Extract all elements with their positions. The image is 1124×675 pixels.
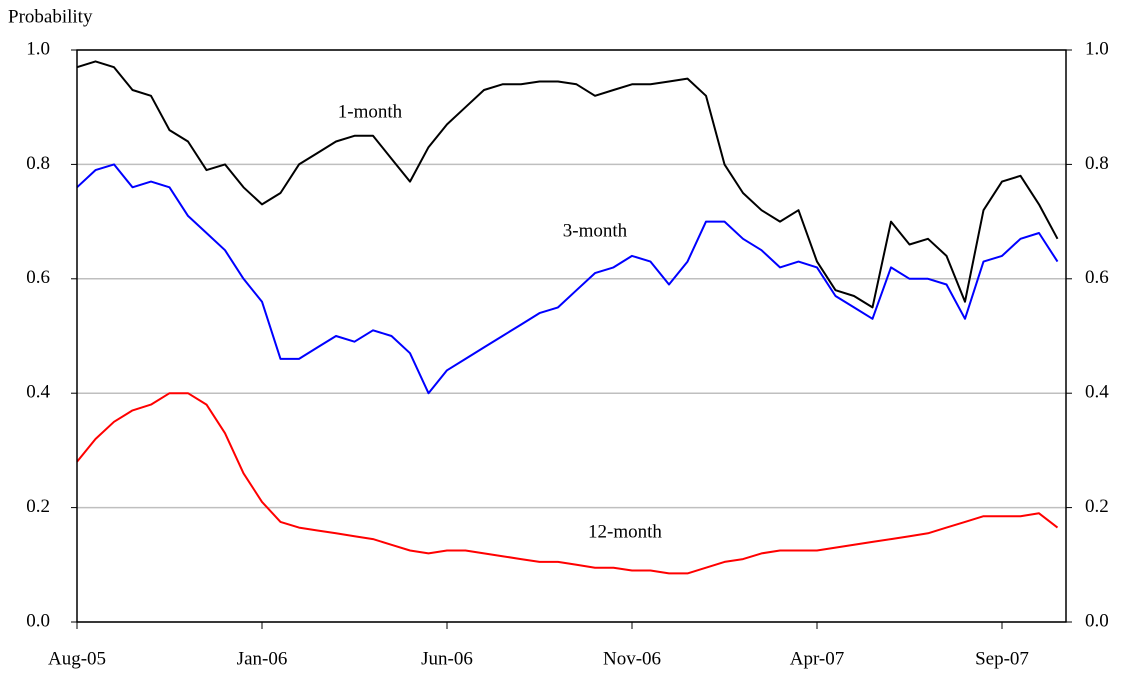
x-tick-label: Sep-07 bbox=[975, 648, 1029, 669]
y-tick-label: 0.2 bbox=[26, 496, 50, 517]
x-tick-label: Jun-06 bbox=[421, 648, 473, 669]
data-line bbox=[76, 392, 1059, 575]
data-line bbox=[76, 163, 1059, 395]
x-tick-label: Apr-07 bbox=[790, 648, 845, 669]
x-tick-label: Nov-06 bbox=[603, 648, 661, 669]
annotation: 3-month bbox=[563, 220, 628, 241]
data-line bbox=[76, 60, 1059, 309]
y2-tick-label: 0.6 bbox=[1085, 267, 1109, 288]
y-tick-label: 1.0 bbox=[26, 38, 50, 59]
y2-tick-label: 0.4 bbox=[1085, 382, 1109, 403]
y2-tick-label: 0.2 bbox=[1085, 496, 1109, 517]
x-tick-label: Jan-06 bbox=[237, 648, 288, 669]
annotation: 12-month bbox=[588, 521, 662, 542]
annotation: 1-month bbox=[338, 101, 403, 122]
y-tick-label: 0.8 bbox=[26, 153, 50, 174]
plot-frame bbox=[76, 49, 1067, 623]
x-tick-label: Aug-05 bbox=[48, 648, 106, 669]
y2-tick-label: 1.0 bbox=[1085, 38, 1109, 59]
y2-tick-label: 0.8 bbox=[1085, 153, 1109, 174]
y2-tick-label: 0.0 bbox=[1085, 610, 1109, 631]
y-tick-label: 0.0 bbox=[26, 610, 50, 631]
y-tick-label: 0.6 bbox=[26, 267, 50, 288]
y-tick-label: 0.4 bbox=[26, 382, 50, 403]
y-axis-label: Probability bbox=[8, 6, 93, 27]
